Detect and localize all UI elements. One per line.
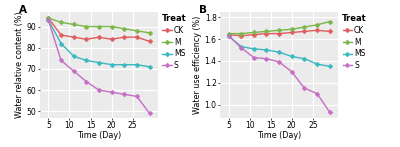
Line: M: M xyxy=(227,20,332,35)
MS xyxy=(327,65,332,67)
Line: S: S xyxy=(47,19,151,115)
CK xyxy=(96,36,101,38)
CK xyxy=(289,32,294,33)
Legend: CK, M, MS, S: CK, M, MS, S xyxy=(341,14,367,71)
S xyxy=(122,93,127,95)
M xyxy=(277,29,282,31)
M xyxy=(46,17,51,19)
M xyxy=(327,21,332,22)
MS xyxy=(46,19,51,21)
Y-axis label: Water relative content (%): Water relative content (%) xyxy=(15,11,24,118)
M xyxy=(226,33,231,34)
S xyxy=(289,71,294,73)
CK xyxy=(122,36,127,38)
Line: CK: CK xyxy=(227,29,332,37)
M xyxy=(147,32,152,34)
MS xyxy=(134,64,139,66)
M xyxy=(109,26,114,27)
Line: MS: MS xyxy=(47,19,151,69)
CK xyxy=(109,38,114,40)
CK xyxy=(226,34,231,36)
M xyxy=(252,32,256,33)
S xyxy=(264,58,269,60)
M xyxy=(302,26,307,28)
MS xyxy=(264,49,269,51)
M xyxy=(289,28,294,30)
MS xyxy=(59,43,64,44)
MS xyxy=(239,46,244,48)
CK xyxy=(264,33,269,34)
M xyxy=(122,28,127,30)
CK xyxy=(277,33,282,34)
S xyxy=(46,19,51,21)
S xyxy=(226,35,231,37)
MS xyxy=(277,51,282,53)
CK xyxy=(71,36,76,38)
MS xyxy=(226,35,231,37)
Line: CK: CK xyxy=(47,16,151,43)
MS xyxy=(252,48,256,50)
CK xyxy=(84,38,89,40)
CK xyxy=(59,34,64,36)
CK xyxy=(252,34,256,36)
M xyxy=(84,26,89,27)
M xyxy=(315,24,320,26)
Legend: CK, M, MS, S: CK, M, MS, S xyxy=(161,14,187,71)
CK xyxy=(134,36,139,38)
MS xyxy=(315,63,320,65)
S xyxy=(327,111,332,113)
Line: MS: MS xyxy=(227,34,332,68)
MS xyxy=(122,64,127,66)
S xyxy=(109,91,114,93)
CK xyxy=(315,29,320,31)
CK xyxy=(46,17,51,19)
S xyxy=(59,60,64,61)
MS xyxy=(147,66,152,68)
S xyxy=(84,81,89,82)
S xyxy=(252,57,256,59)
CK xyxy=(147,41,152,42)
Text: A: A xyxy=(19,5,27,15)
M xyxy=(264,31,269,32)
M xyxy=(59,21,64,23)
CK xyxy=(302,31,307,32)
S xyxy=(302,87,307,89)
Line: M: M xyxy=(47,16,151,35)
S xyxy=(277,61,282,63)
MS xyxy=(84,60,89,61)
MS xyxy=(289,56,294,57)
Text: B: B xyxy=(199,5,207,15)
S xyxy=(71,70,76,72)
S xyxy=(134,96,139,97)
M xyxy=(71,24,76,25)
M xyxy=(134,30,139,32)
Line: S: S xyxy=(227,34,332,114)
S xyxy=(315,93,320,95)
MS xyxy=(96,62,101,64)
M xyxy=(96,26,101,27)
MS xyxy=(71,55,76,57)
X-axis label: Time (Day): Time (Day) xyxy=(77,131,121,141)
MS xyxy=(302,58,307,60)
CK xyxy=(239,35,244,37)
CK xyxy=(327,31,332,32)
Y-axis label: Water use efficiency (%): Water use efficiency (%) xyxy=(193,15,202,114)
S xyxy=(239,47,244,49)
M xyxy=(239,33,244,34)
S xyxy=(147,112,152,114)
MS xyxy=(109,64,114,66)
S xyxy=(96,89,101,91)
X-axis label: Time (Day): Time (Day) xyxy=(257,131,301,141)
